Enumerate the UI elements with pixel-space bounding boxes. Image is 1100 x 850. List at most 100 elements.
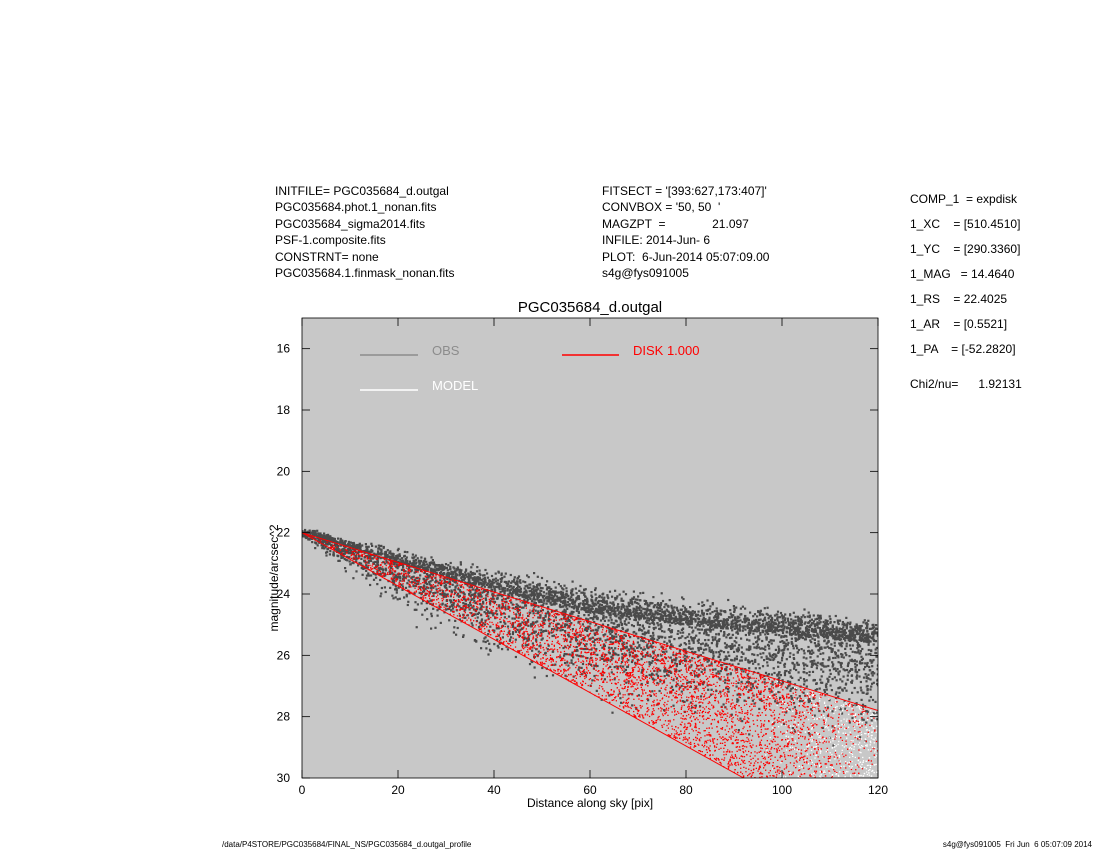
obs-point [640, 652, 643, 655]
obs-point [632, 597, 635, 600]
obs-point [747, 623, 750, 626]
obs-point [757, 638, 760, 641]
obs-point [580, 607, 584, 610]
obs-point [443, 579, 446, 582]
obs-point [346, 559, 349, 562]
obs-point [668, 599, 671, 602]
obs-point [371, 544, 374, 547]
obs-point [692, 641, 695, 644]
obs-point [861, 718, 864, 721]
obs-point [560, 595, 563, 598]
obs-point [786, 687, 789, 690]
obs-point [585, 607, 588, 610]
obs-point [848, 632, 851, 635]
obs-point [806, 615, 809, 618]
obs-point [718, 655, 721, 658]
obs-point [399, 558, 402, 561]
obs-point [571, 600, 574, 603]
obs-point [855, 623, 858, 626]
obs-point [484, 578, 487, 582]
obs-point [619, 635, 622, 638]
obs-point [656, 609, 659, 612]
obs-point [833, 641, 836, 644]
obs-point [570, 622, 573, 625]
obs-point [765, 621, 768, 625]
obs-point [713, 610, 716, 613]
obs-point [520, 606, 524, 609]
obs-point [512, 585, 515, 588]
obs-point [381, 571, 384, 574]
obs-point [799, 622, 803, 625]
obs-point [485, 583, 488, 586]
obs-point [368, 554, 371, 558]
obs-point [596, 638, 599, 641]
obs-point [792, 653, 795, 656]
obs-point [380, 592, 383, 595]
obs-point [516, 610, 519, 613]
obs-point [700, 647, 703, 650]
obs-point [823, 665, 826, 668]
obs-point [806, 664, 809, 667]
obs-point [834, 653, 837, 656]
obs-point [547, 612, 550, 615]
obs-point [792, 611, 795, 614]
obs-point [530, 589, 533, 592]
obs-point [815, 645, 818, 648]
obs-point [417, 565, 420, 568]
obs-point [614, 589, 617, 592]
obs-point [863, 619, 866, 622]
obs-point [674, 616, 677, 619]
obs-point [774, 653, 777, 656]
obs-point [480, 605, 483, 608]
obs-point [590, 594, 593, 597]
obs-point [455, 569, 458, 572]
obs-point [823, 631, 826, 634]
obs-point [455, 578, 458, 581]
obs-point [668, 619, 671, 622]
obs-point [708, 616, 711, 619]
obs-point [659, 635, 662, 638]
obs-point [648, 673, 651, 677]
obs-point [807, 621, 810, 625]
obs-point [872, 681, 875, 684]
obs-point [647, 619, 650, 622]
obs-point [669, 656, 672, 659]
obs-point [867, 641, 870, 644]
obs-point [630, 646, 633, 649]
obs-point [458, 618, 461, 621]
obs-point [871, 660, 874, 663]
obs-point [829, 634, 832, 637]
obs-point [853, 659, 856, 662]
obs-point [819, 652, 822, 655]
obs-point [691, 610, 694, 613]
obs-point [758, 611, 761, 614]
obs-point [379, 553, 383, 556]
obs-point [484, 636, 487, 639]
obs-point [794, 615, 797, 618]
obs-point [716, 642, 719, 645]
obs-point [805, 685, 808, 688]
obs-point [636, 615, 639, 618]
obs-point [536, 612, 539, 615]
obs-point [828, 699, 831, 702]
obs-point [738, 623, 741, 626]
obs-point [735, 658, 738, 661]
obs-point [826, 677, 829, 680]
obs-point [510, 636, 513, 639]
obs-point [542, 618, 545, 621]
obs-point [346, 550, 350, 553]
obs-point [768, 647, 771, 650]
obs-point [793, 730, 796, 733]
obs-point [684, 643, 688, 646]
obs-point [594, 633, 597, 636]
obs-point [425, 563, 428, 566]
obs-point [398, 553, 401, 556]
obs-point [628, 648, 631, 651]
obs-point [622, 590, 625, 593]
obs-point [304, 528, 307, 532]
obs-point [361, 544, 364, 547]
obs-point [384, 574, 387, 577]
obs-point [826, 627, 829, 630]
obs-point [856, 647, 859, 650]
obs-point [776, 617, 779, 620]
